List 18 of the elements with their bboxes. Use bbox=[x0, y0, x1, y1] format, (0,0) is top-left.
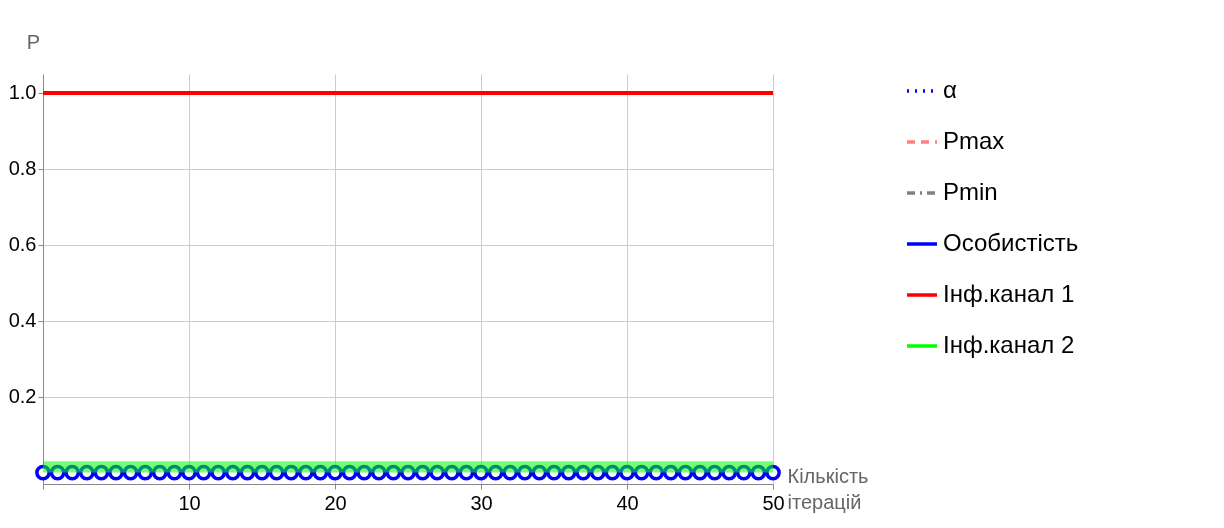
y-tick-label: 0.6 bbox=[8, 233, 37, 256]
legend-label: Pmin bbox=[943, 178, 998, 205]
legend-label: Pmax bbox=[943, 127, 1005, 154]
legend-label: Інф.канал 1 bbox=[943, 280, 1075, 307]
y-tick-label: 0.8 bbox=[8, 157, 37, 180]
legend-label: Інф.канал 2 bbox=[943, 331, 1075, 358]
y-axis-title: P bbox=[26, 30, 41, 53]
y-tick-label: 0.2 bbox=[8, 385, 37, 408]
x-tick-label: 10 bbox=[178, 491, 201, 514]
x-tick-label: 30 bbox=[470, 491, 493, 514]
x-axis-title: Кількість ітерацій bbox=[787, 464, 869, 513]
y-tick-label: 0.4 bbox=[8, 309, 37, 332]
legend-label: α bbox=[943, 76, 957, 103]
x-tick-label: 20 bbox=[324, 491, 347, 514]
y-tick-label: 1.0 bbox=[8, 81, 37, 104]
legend-label: Особистість bbox=[943, 229, 1079, 256]
x-tick-label: 40 bbox=[616, 491, 639, 514]
x-tick-label: 50 bbox=[762, 491, 785, 514]
